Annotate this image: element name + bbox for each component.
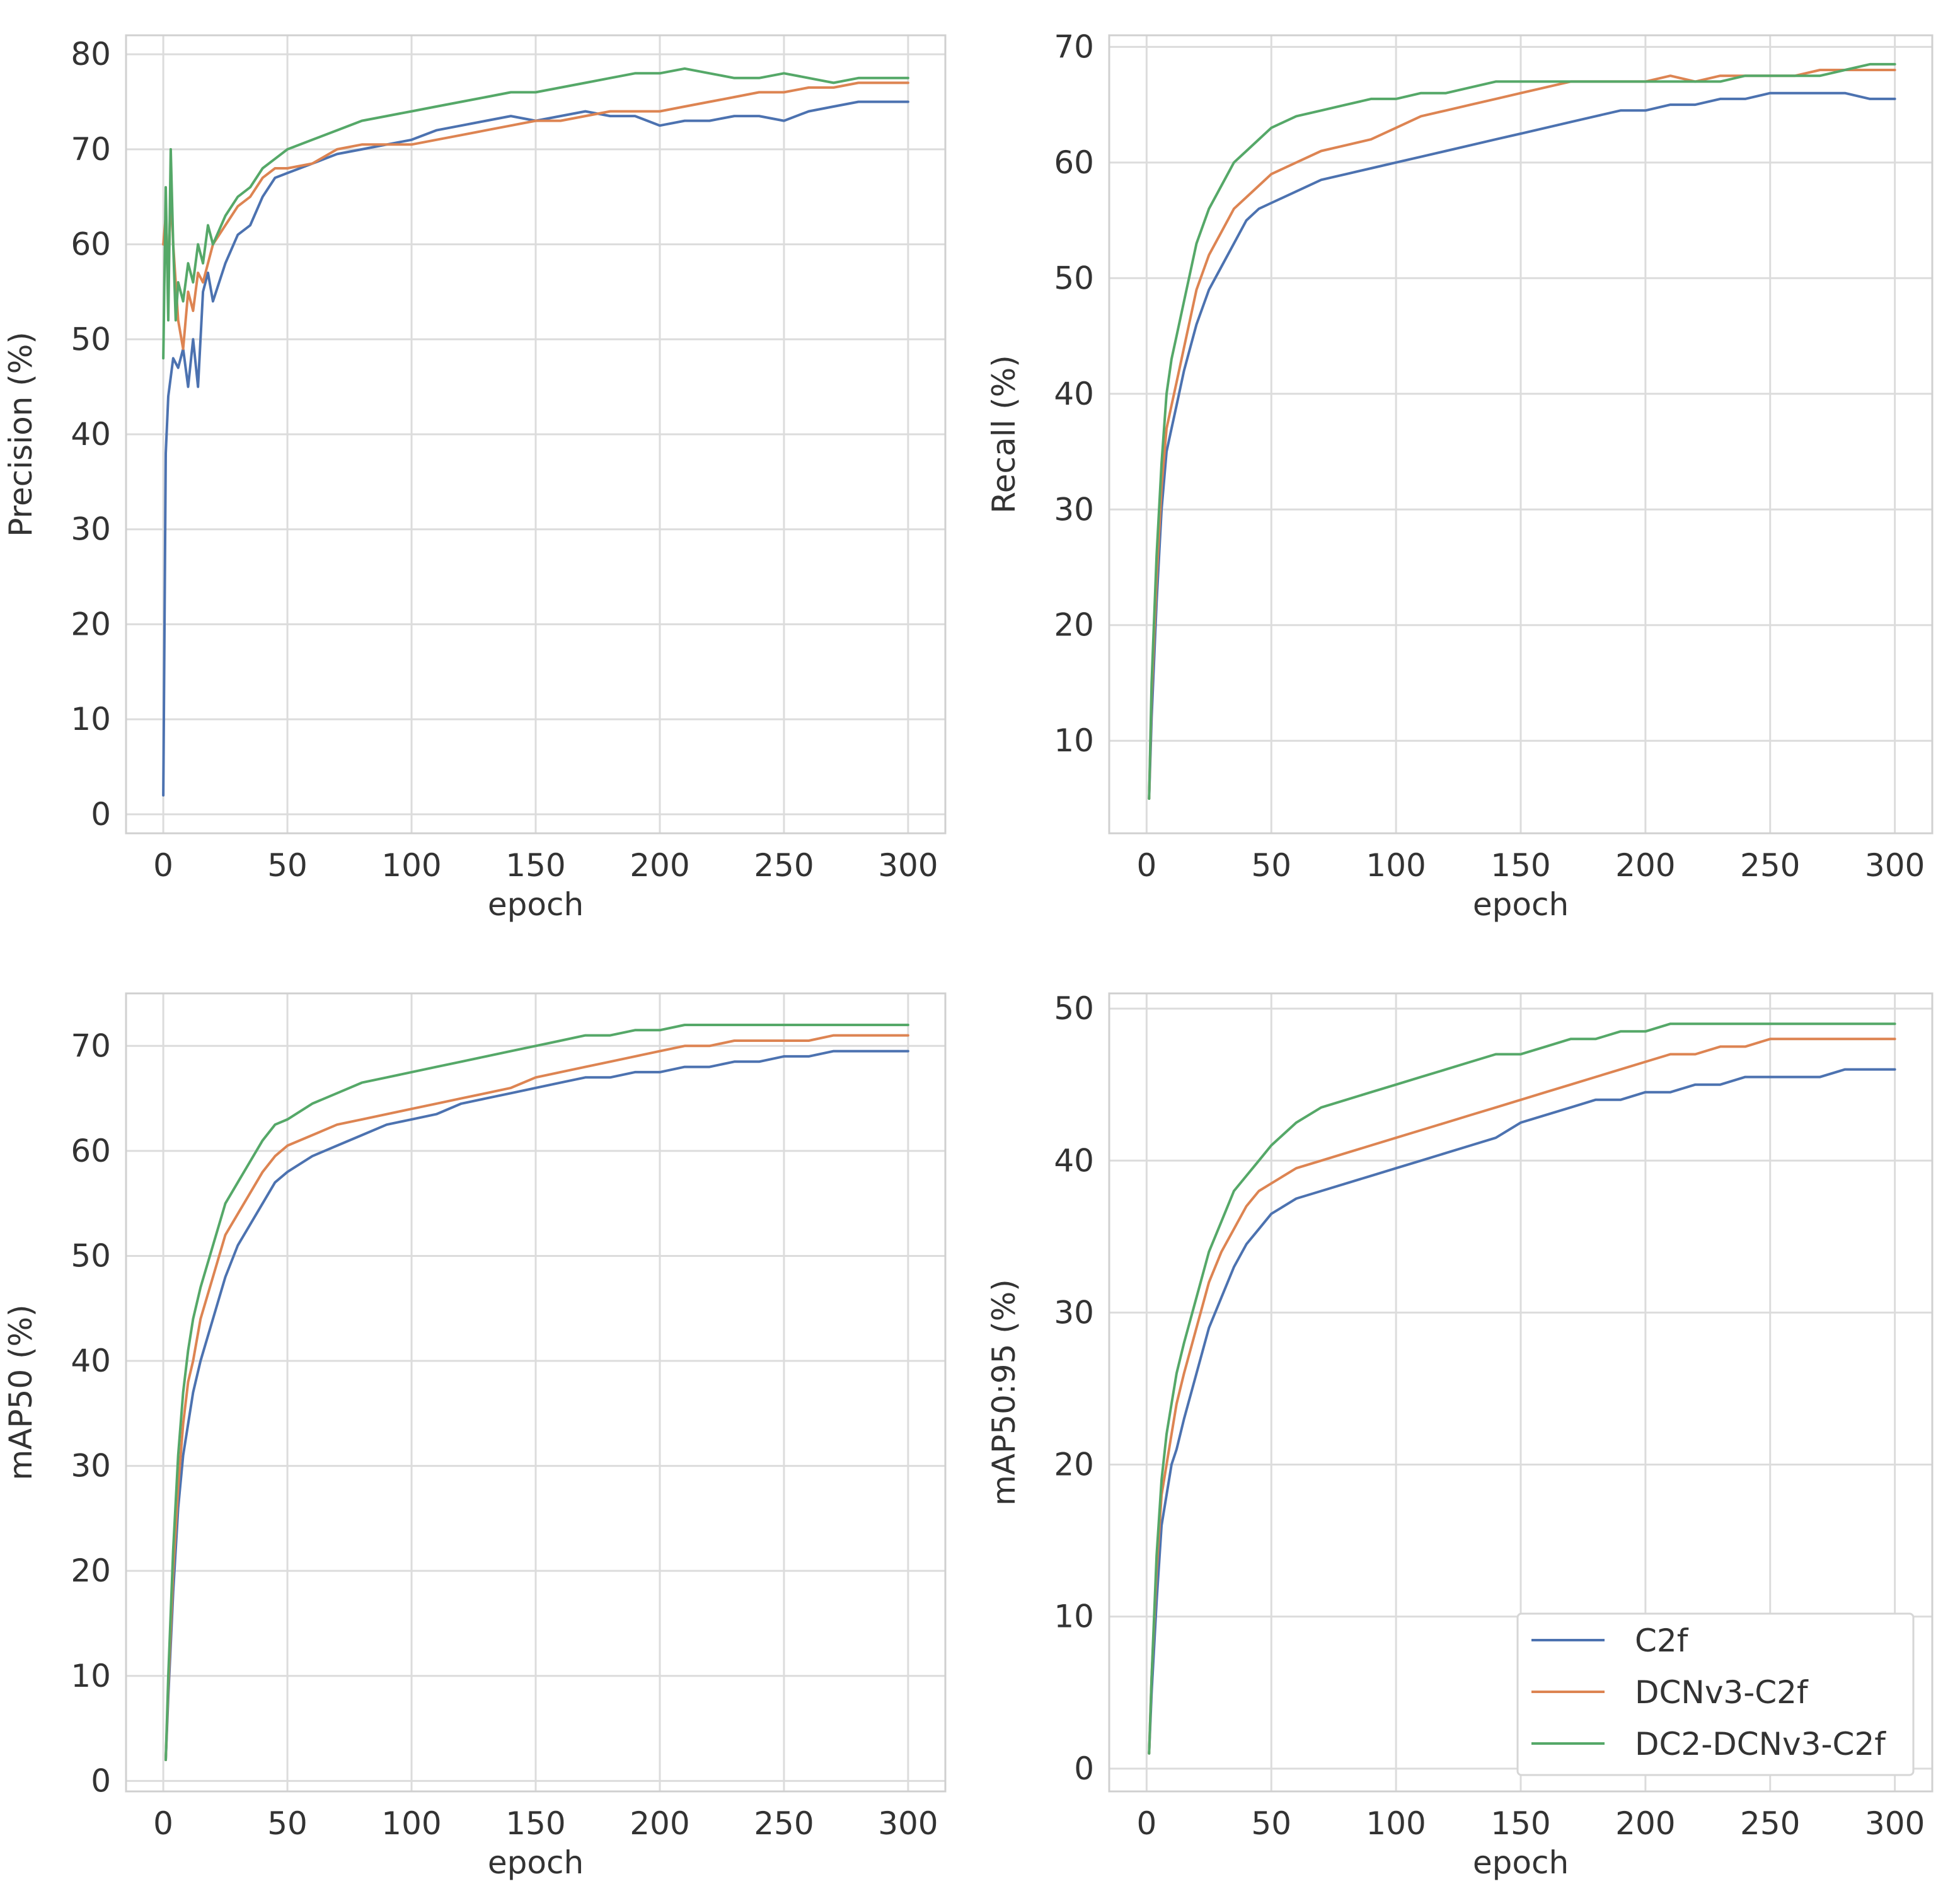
legend: C2f DCNv3-C2f DC2-DCNv3-C2f (1516, 1612, 1915, 1776)
y-tick-label: 70 (71, 131, 111, 168)
map50-95-chart: 0 50 100 150 200 250 300 0 10 20 30 40 50 epoch mAP50:… (986, 990, 1934, 1881)
y-tick-label: 60 (71, 226, 111, 263)
x-tick-label: 100 (381, 847, 441, 884)
y-tick-label: 30 (1054, 1294, 1094, 1331)
y-tick-label: 60 (71, 1133, 111, 1169)
series-line-c2f (164, 1050, 909, 1761)
legend-label-dcnv3-c2f: DCNv3-C2f (1635, 1674, 1809, 1711)
series-line-c2f (1148, 91, 1896, 800)
y-axis-label: Precision (%) (3, 332, 39, 537)
y-tick-label: 20 (1054, 1447, 1094, 1483)
series-line-dcnv3-c2f (1148, 69, 1896, 800)
y-tick-label: 10 (71, 701, 111, 737)
y-tick-label: 0 (91, 1762, 111, 1799)
x-tick-label: 250 (754, 847, 814, 884)
x-tick-label: 150 (1490, 1805, 1550, 1842)
x-tick-label: 200 (630, 1805, 689, 1842)
x-tick-label: 300 (1865, 847, 1925, 884)
x-tick-label: 200 (1615, 1805, 1675, 1842)
series-line-dc2-dcnv3-c2f (162, 67, 909, 360)
y-axis-label: mAP50 (%) (3, 1304, 39, 1480)
legend-label-dc2-dcnv3-c2f: DC2-DCNv3-C2f (1635, 1726, 1886, 1762)
x-tick-label: 50 (1251, 847, 1291, 884)
x-tick-label: 50 (267, 1805, 308, 1842)
y-tick-label: 70 (1054, 28, 1094, 65)
series-line-dc2-dcnv3-c2f (1148, 62, 1896, 800)
x-tick-label: 0 (1136, 847, 1156, 884)
y-tick-label: 20 (1054, 607, 1094, 644)
x-tick-label: 200 (630, 847, 689, 884)
y-tick-label: 60 (1054, 144, 1094, 181)
recall-chart: 0 50 100 150 200 250 300 10 20 30 40 50 60 70 epoch Rec… (986, 28, 1934, 923)
plot-frame (125, 34, 947, 835)
y-tick-label: 40 (1054, 376, 1094, 412)
y-tick-label: 10 (1054, 1599, 1094, 1635)
x-tick-label: 50 (1251, 1805, 1291, 1842)
x-tick-label: 300 (878, 1805, 938, 1842)
y-tick-label: 30 (71, 1448, 111, 1484)
x-tick-label: 0 (153, 1805, 173, 1842)
plot-frame (1108, 992, 1934, 1793)
y-tick-label: 80 (71, 36, 111, 72)
y-tick-label: 50 (71, 321, 111, 357)
y-tick-label: 20 (71, 1553, 111, 1589)
y-tick-label: 40 (71, 1343, 111, 1379)
map50-chart: 0 50 100 150 200 250 300 0 10 20 30 40 50 60 70 epoch mA… (3, 992, 947, 1881)
series-line-dc2-dcnv3-c2f (1148, 1022, 1896, 1755)
x-axis-label: epoch (1473, 886, 1569, 923)
y-axis-label: Recall (%) (986, 355, 1022, 514)
y-tick-label: 30 (1054, 491, 1094, 528)
y-tick-label: 70 (71, 1027, 111, 1064)
plot-frame (1108, 34, 1934, 835)
y-axis-label: mAP50:95 (%) (986, 1279, 1022, 1506)
y-tick-label: 50 (71, 1237, 111, 1274)
x-tick-label: 100 (1366, 1805, 1426, 1842)
x-tick-label: 300 (878, 847, 938, 884)
series-line-dc2-dcnv3-c2f (164, 1024, 909, 1761)
y-tick-label: 40 (71, 416, 111, 453)
precision-chart: 0 50 100 150 200 250 300 0 10 20 30 40 50 60 70 80 epoch… (3, 34, 947, 923)
x-tick-label: 250 (1740, 847, 1800, 884)
x-tick-label: 250 (1740, 1805, 1800, 1842)
x-tick-label: 0 (153, 847, 173, 884)
x-tick-label: 150 (505, 847, 565, 884)
y-tick-label: 50 (1054, 990, 1094, 1027)
plot-frame (125, 992, 947, 1793)
x-tick-label: 50 (267, 847, 308, 884)
series-line-dcnv3-c2f (164, 1034, 909, 1761)
x-axis-label: epoch (1473, 1844, 1569, 1881)
x-axis-label: epoch (488, 1844, 584, 1881)
y-tick-label: 20 (71, 606, 111, 642)
x-axis-label: epoch (488, 886, 584, 923)
y-tick-label: 10 (1054, 722, 1094, 759)
y-tick-label: 0 (1074, 1750, 1094, 1787)
x-tick-label: 300 (1865, 1805, 1925, 1842)
x-tick-label: 150 (505, 1805, 565, 1842)
series-line-c2f (1148, 1068, 1896, 1755)
series-line-dcnv3-c2f (162, 81, 909, 350)
x-tick-label: 100 (381, 1805, 441, 1842)
x-tick-label: 200 (1615, 847, 1675, 884)
x-tick-label: 150 (1490, 847, 1550, 884)
x-tick-label: 250 (754, 1805, 814, 1842)
legend-box (1516, 1612, 1915, 1776)
legend-label-c2f: C2f (1635, 1622, 1689, 1659)
y-tick-label: 30 (71, 511, 111, 548)
x-tick-label: 100 (1366, 847, 1426, 884)
series-line-dcnv3-c2f (1148, 1038, 1896, 1755)
y-tick-label: 0 (91, 796, 111, 833)
y-tick-label: 10 (71, 1658, 111, 1694)
y-tick-label: 40 (1054, 1142, 1094, 1179)
y-tick-label: 50 (1054, 260, 1094, 296)
x-tick-label: 0 (1136, 1805, 1156, 1842)
